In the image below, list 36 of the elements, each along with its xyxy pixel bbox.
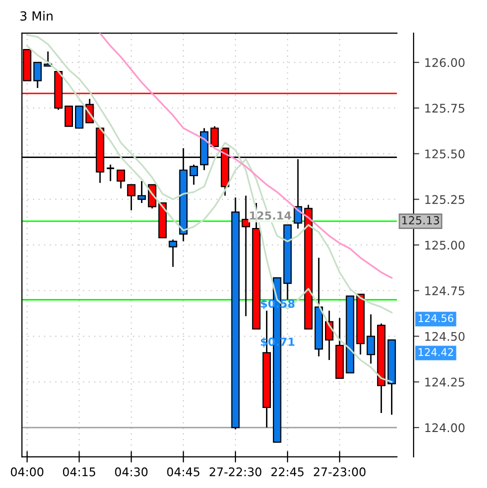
candlestick [75,106,84,129]
x-tick-label: 04:00 [10,467,44,476]
ref-line-label: 125.13 [402,216,440,224]
candlestick [64,106,73,127]
x-tick-label: 04:15 [62,467,96,476]
y-tick-label: 124.00 [425,423,465,432]
y-tick-label: 125.50 [425,149,465,158]
candlestick [190,164,198,186]
x-tick-label: 22:45 [271,467,304,476]
y-tick-label: 125.00 [425,240,465,250]
candlestick [168,238,178,268]
chart-title: 3 Min [20,11,53,21]
text: 124.42 [418,348,453,356]
annotation: 125.14 [250,211,292,220]
y-tick-label: 124.75 [425,286,464,296]
candlestick [138,180,146,204]
y-tick-label: 124.50 [425,332,465,341]
x-tick-label: 27-22:30 [210,467,262,476]
x-tick-label: 04:45 [167,467,200,476]
x-tick-label: 27-23:00 [314,467,366,476]
y-tick-label: 125.25 [425,195,464,204]
y-tick-label: 125.75 [425,104,464,113]
candlestick [127,184,136,211]
candlestick [325,310,334,361]
candlestick [106,164,115,182]
text: 124.56 [418,314,454,322]
candlestick [210,126,219,148]
y-tick-label: 124.25 [425,378,464,387]
candlestick [116,169,126,190]
y-tick-label: 126.00 [425,58,465,68]
line-series [99,33,393,279]
x-tick-label: 04:30 [115,467,148,476]
candlestick [366,314,376,364]
line-series [26,34,393,383]
candlestick [242,194,250,317]
candlestick [33,62,42,89]
